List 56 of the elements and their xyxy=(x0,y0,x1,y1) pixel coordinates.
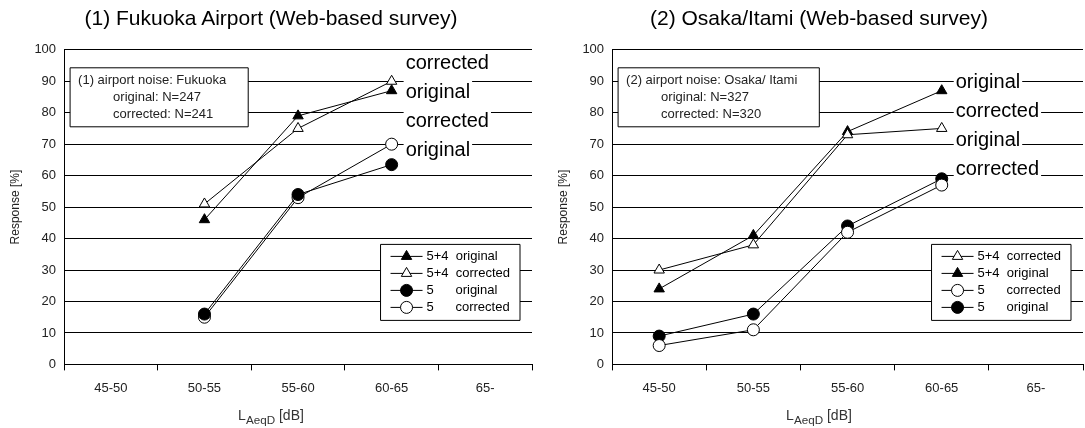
x-tick-label: 55-60 xyxy=(830,379,865,395)
x-axis-title: L$_{AeqD}$ [dB] xyxy=(785,407,853,426)
x-tick-label: 65- xyxy=(475,379,495,395)
y-tick-label: 60 xyxy=(41,167,57,183)
annotation: corrected xyxy=(955,99,1040,122)
annotation: corrected xyxy=(405,109,489,132)
x-tick-label: 55-60 xyxy=(281,379,315,395)
annotation: (2) airport noise: Osaka/ Itami original: N=327 corrected: N=320 xyxy=(626,72,798,122)
chart-title: (1) Fukuoka Airport (Web-based survey) xyxy=(83,6,459,30)
legend-label: 5+4 original xyxy=(977,264,1049,280)
y-tick-label: 0 xyxy=(596,355,605,371)
legend-label: 5 original xyxy=(977,298,1049,314)
x-tick-label: 65- xyxy=(1026,379,1046,395)
legend-label: 5+4 corrected xyxy=(426,264,510,280)
annotation: original xyxy=(405,138,471,161)
legend-label: 5+4 corrected xyxy=(977,247,1061,263)
y-tick-label: 10 xyxy=(589,324,605,340)
y-tick-label: 80 xyxy=(41,104,57,120)
y-tick-label: 60 xyxy=(589,167,605,183)
y-tick-label: 70 xyxy=(589,135,605,151)
y-tick-label: 80 xyxy=(589,104,605,120)
y-tick-label: 0 xyxy=(48,355,57,371)
y-tick-label: 90 xyxy=(589,72,605,88)
x-tick-label: 60-65 xyxy=(925,379,959,395)
y-tick-label: 50 xyxy=(589,198,605,214)
y-tick-label: 20 xyxy=(41,293,57,309)
y-tick-label: 40 xyxy=(41,230,57,246)
x-tick-label: 60-65 xyxy=(375,379,409,395)
y-tick-label: 100 xyxy=(34,41,57,57)
legend-label: 5 corrected xyxy=(977,281,1061,297)
annotation: original xyxy=(405,80,471,103)
legend-label: 5 corrected xyxy=(426,298,510,314)
annotation: original xyxy=(955,128,1021,151)
y-tick-label: 10 xyxy=(41,324,57,340)
chart-title: (2) Osaka/Itami (Web-based survey) xyxy=(648,6,990,30)
annotation: corrected xyxy=(405,51,489,74)
annotation: corrected xyxy=(955,157,1040,180)
y-tick-label: 20 xyxy=(589,293,605,309)
x-tick-label: 45-50 xyxy=(94,379,128,395)
annotation: (1) airport noise: Fukuoka original: N=247 corrected: N=241 xyxy=(78,72,227,122)
annotation: original xyxy=(955,70,1021,93)
y-tick-label: 50 xyxy=(41,198,57,214)
y-tick-label: 70 xyxy=(41,135,57,151)
y-tick-label: 90 xyxy=(41,72,57,88)
y-axis-title: Response [%] xyxy=(555,169,570,245)
y-tick-label: 40 xyxy=(589,230,605,246)
y-tick-label: 30 xyxy=(589,261,605,277)
y-axis-title: Response [%] xyxy=(7,169,22,245)
x-tick-label: 50-55 xyxy=(736,379,770,395)
y-tick-label: 30 xyxy=(41,261,57,277)
x-axis-title: L$_{AeqD}$ [dB] xyxy=(237,407,305,426)
x-tick-label: 50-55 xyxy=(187,379,222,395)
y-tick-label: 100 xyxy=(582,41,605,57)
legend-label: 5 original xyxy=(426,281,498,297)
x-tick-label: 45-50 xyxy=(642,379,676,395)
legend-label: 5+4 original xyxy=(426,247,498,263)
